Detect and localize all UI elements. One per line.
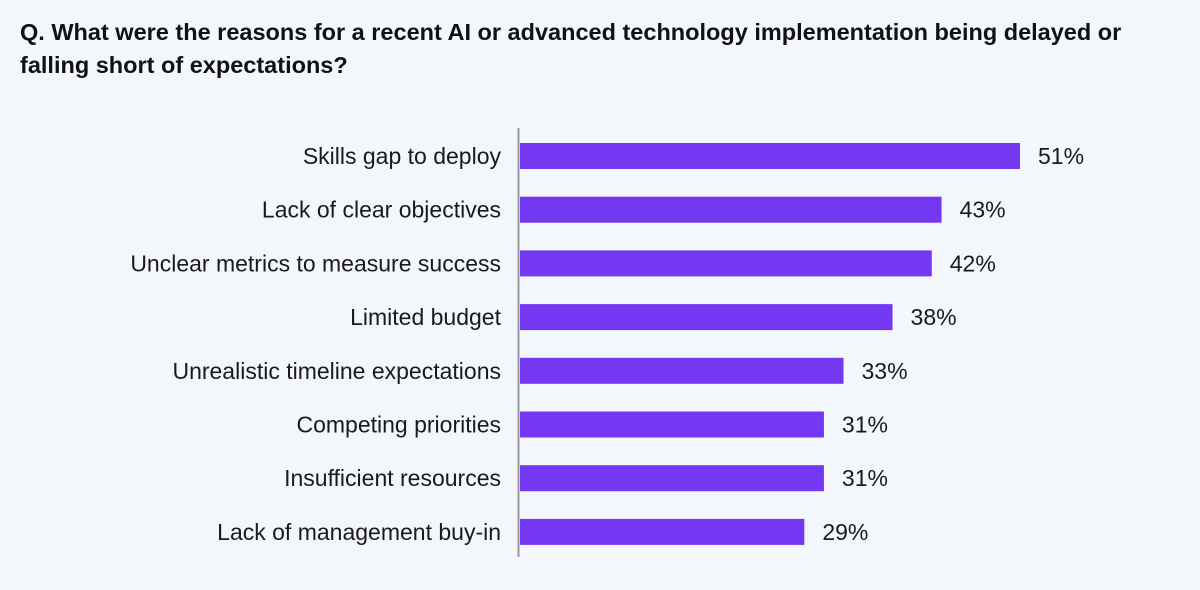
value-label: 31% (842, 465, 888, 491)
bar (520, 411, 824, 438)
category-label: Limited budget (350, 304, 501, 330)
bars-group: Skills gap to deploy 51% Lack of clear obj… (130, 143, 1084, 545)
category-label: Lack of management buy-in (217, 519, 501, 545)
category-label: Unclear metrics to measure success (130, 250, 501, 276)
category-label: Competing priorities (296, 412, 501, 438)
value-label: 43% (960, 197, 1006, 223)
category-label: Unrealistic timeline expectations (172, 358, 501, 384)
value-label: 42% (950, 250, 996, 276)
bar (520, 465, 824, 492)
bar (520, 143, 1020, 169)
value-label: 33% (862, 358, 908, 384)
bar (520, 304, 893, 331)
value-label: 31% (842, 412, 888, 438)
value-label: 38% (911, 304, 957, 330)
chart-title: Q. What were the reasons for a recent AI… (20, 19, 1122, 78)
bar (520, 250, 932, 277)
bar (520, 357, 844, 384)
value-label: 51% (1038, 143, 1084, 169)
category-label: Lack of clear objectives (262, 197, 501, 223)
bar (520, 196, 942, 223)
bar (520, 518, 805, 545)
category-label: Skills gap to deploy (303, 143, 502, 169)
value-label: 29% (822, 519, 868, 545)
category-label: Insufficient resources (284, 465, 501, 491)
